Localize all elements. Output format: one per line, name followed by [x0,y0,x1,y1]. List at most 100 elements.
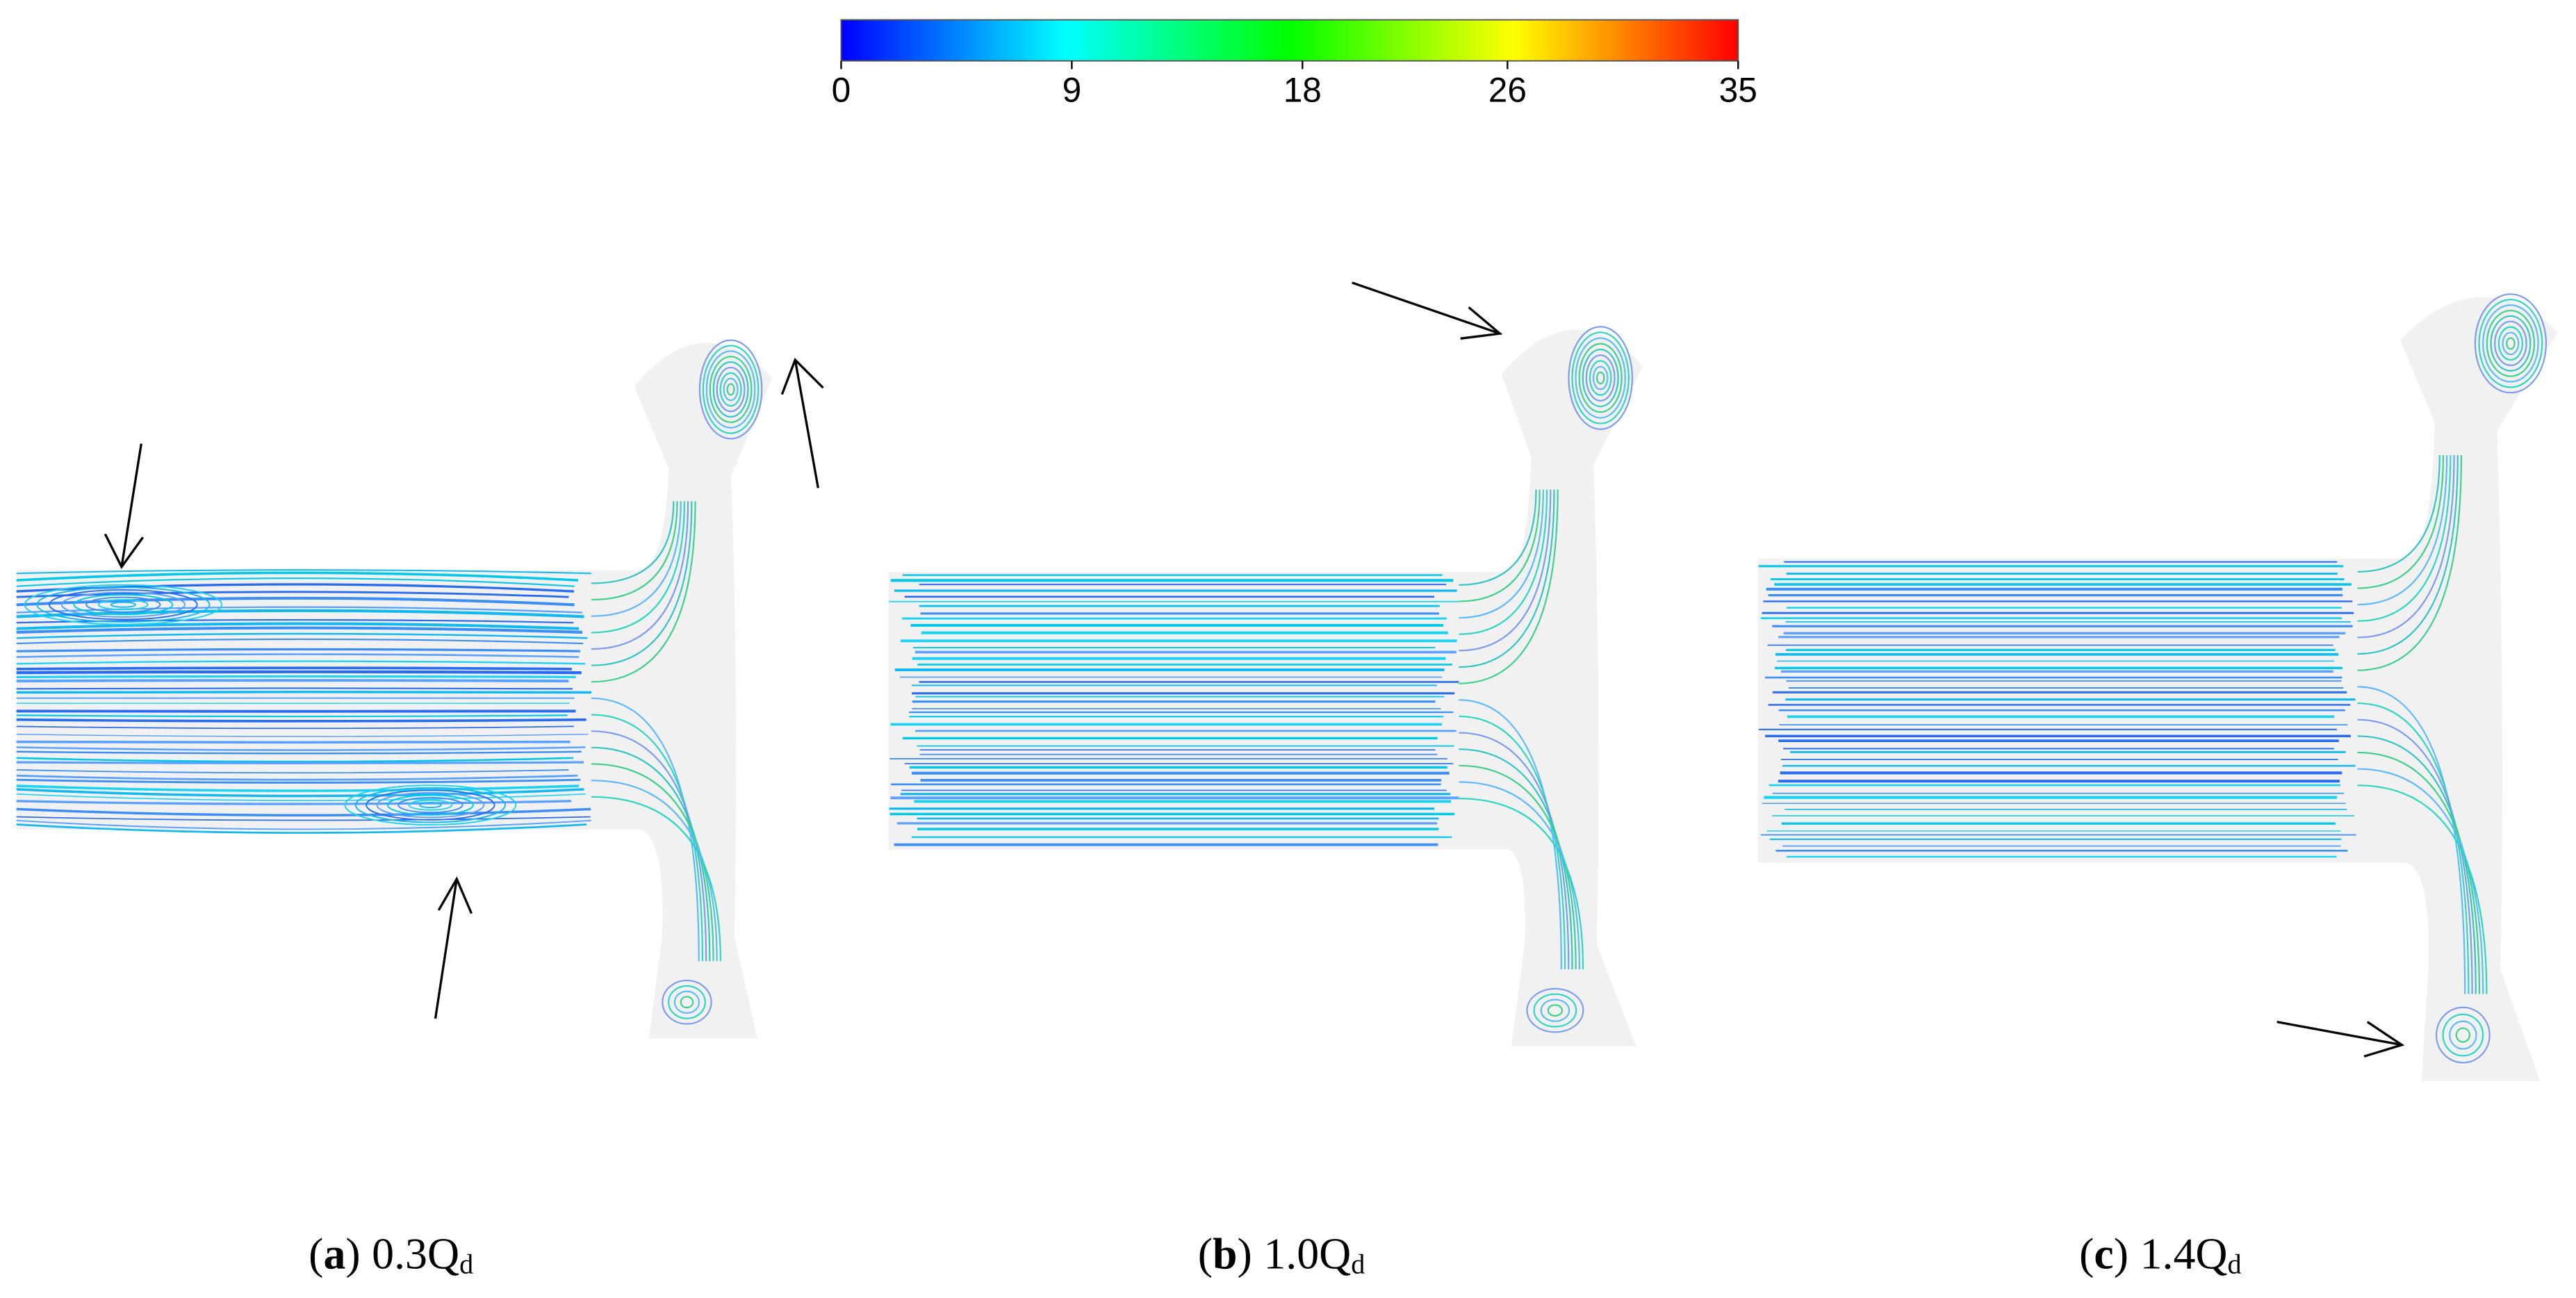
colorbar [840,19,1739,62]
bulb-vortex [1582,348,1619,407]
streamline [16,769,569,774]
outlet-streamline [1459,699,1562,970]
caption-close: ) [2114,1229,2128,1278]
caption-close: ) [1238,1229,1252,1278]
bulb-vortex [1592,365,1609,391]
vortex-line [36,586,211,623]
outlet-streamline [1459,715,1566,970]
bulb-vortex [1585,354,1616,402]
flow-domain [889,329,1643,1047]
caption-sub: d [2227,1248,2241,1279]
bulb-vortex [2474,293,2548,394]
bulb-vortex [680,996,694,1009]
bulb-vortex [716,366,746,413]
streamline [16,687,573,690]
outlet-streamline [2357,455,2452,622]
outlet-streamline [2357,784,2488,994]
colorbar-tick-label: 9 [1063,71,1082,110]
outlet-streamline [2357,455,2459,655]
streamline [16,718,586,723]
streamline [16,807,591,817]
bulb-vortex [712,361,749,418]
streamline [16,714,568,718]
bulb-vortex [2490,315,2532,372]
outlet-streamline [1459,798,1584,970]
bulb-vortex [1547,1004,1564,1017]
bulb-vortex [723,377,739,402]
outlet-streamline [1459,781,1580,970]
outlet-streamline [591,796,721,962]
vortex-line [419,802,442,809]
caption-label: b [1213,1229,1238,1278]
outlet-streamline [591,501,689,650]
outlet-streamline [2357,455,2440,573]
bulb-vortex [2442,1013,2484,1057]
bulb-vortex [668,985,706,1019]
streamline [16,648,580,652]
bulb-vortex [1526,987,1584,1033]
outlet-streamline [2357,455,2455,639]
flow-panel: (b) 1.0Qd [889,326,1643,1279]
caption-flow: 0.3Q [372,1229,459,1278]
streamline [16,761,584,764]
bulb-vortex [662,980,712,1025]
outlet-streamline [2357,455,2445,589]
arrow [1352,281,1501,335]
streamline [16,733,589,737]
outlet-streamline [1459,489,1548,635]
outlet-streamline [1459,732,1570,970]
caption-flow: 1.0Q [1263,1229,1351,1278]
streamline [16,670,582,675]
streamline [16,666,572,671]
streamline [16,569,592,575]
caption-label: a [323,1229,345,1278]
bulb-vortex [698,339,763,440]
streamline [16,819,591,830]
streamline [16,746,586,751]
caption-open: ( [1198,1229,1213,1278]
streamline [16,626,583,634]
bulb-vortex [1533,993,1577,1028]
outlet-streamline [1459,489,1544,619]
bulb-vortex [2478,299,2543,388]
vortex-line [97,599,149,611]
outlet-streamline [1459,489,1552,652]
caption-open: ( [309,1229,323,1278]
caption-flow: 1.4Q [2140,1229,2228,1278]
bulb-vortex [1596,371,1605,385]
streamline [16,577,575,587]
arrows [104,281,2405,1058]
streamline [16,638,584,645]
vortex-line [48,589,198,621]
flow-panel: (a) 0.3Qd [16,339,773,1279]
vortex-line [73,594,174,616]
outlet-streamline [2357,455,2448,606]
bulb-vortex [1578,343,1623,413]
outlet-streamline [2357,735,2477,994]
vortex-line [408,799,453,811]
bulb-vortex [1568,326,1633,430]
panel-caption: (a) 0.3Qd [309,1229,473,1279]
panels: (a) 0.3Qd (b) 1.0Qd (c) 1.4Qd [16,293,2558,1279]
arrow [434,878,458,1019]
bulb-vortex [2506,337,2516,350]
vortex-line [344,784,517,825]
bulb-vortex [2497,326,2523,361]
streamline [16,784,580,792]
bulb-vortex [2449,1020,2477,1050]
bulb-vortex [2435,1006,2491,1064]
flow-domain [16,343,773,1039]
bulb-vortex [673,990,700,1014]
caption-close: ) [345,1229,360,1278]
bulb-vortex [2502,331,2520,356]
streamline [16,793,586,801]
caption-sub: d [459,1248,473,1279]
outlet-streamline [1459,489,1537,586]
streamline [16,788,584,798]
bulb-vortex [1571,331,1630,425]
outlet-streamline [591,501,685,634]
outlet-streamline [2357,751,2481,994]
streamline [16,757,574,763]
streamline [16,778,581,784]
arrow [794,359,819,488]
